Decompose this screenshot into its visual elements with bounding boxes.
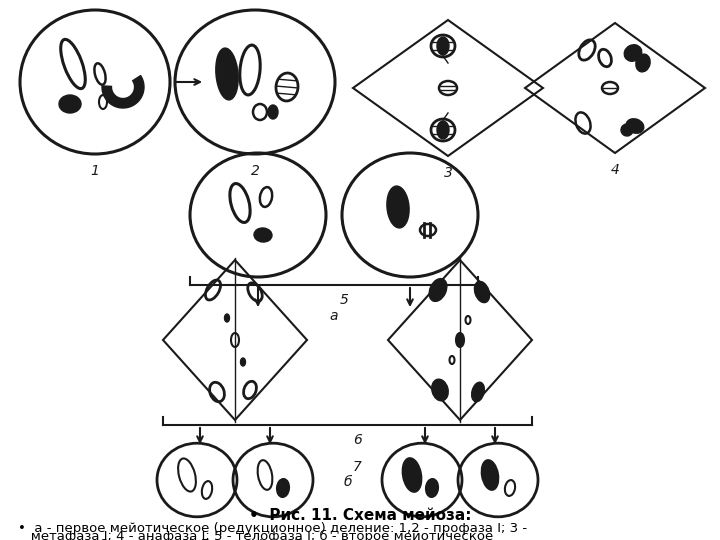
Text: метафаза I; 4 - анафаза I; 5 - телофаза I; б - второе мейотическое: метафаза I; 4 - анафаза I; 5 - телофаза … (18, 530, 493, 540)
Ellipse shape (626, 119, 644, 133)
Ellipse shape (636, 54, 650, 72)
Ellipse shape (437, 37, 449, 55)
Ellipse shape (268, 105, 278, 119)
Text: 6: 6 (353, 433, 362, 447)
Text: •  а - первое мейотическое (редукционное) деление: 1,2 - профаза I; 3 -: • а - первое мейотическое (редукционное)… (18, 522, 527, 535)
Ellipse shape (59, 95, 81, 113)
Ellipse shape (387, 186, 409, 228)
Text: 5: 5 (340, 293, 348, 307)
Text: 4: 4 (611, 163, 619, 177)
Ellipse shape (482, 460, 498, 490)
Ellipse shape (456, 333, 464, 347)
Text: •  Рис. 11. Схема мейоза:: • Рис. 11. Схема мейоза: (248, 508, 472, 523)
Ellipse shape (472, 382, 485, 402)
Text: 3: 3 (444, 166, 452, 180)
Text: 2: 2 (251, 164, 259, 178)
Ellipse shape (240, 358, 246, 366)
Text: а: а (330, 309, 338, 323)
Ellipse shape (225, 314, 230, 322)
Ellipse shape (426, 479, 438, 497)
Ellipse shape (277, 479, 289, 497)
Polygon shape (102, 76, 144, 108)
Ellipse shape (402, 458, 421, 492)
Ellipse shape (624, 45, 642, 61)
Ellipse shape (474, 281, 490, 302)
Ellipse shape (254, 228, 272, 242)
Text: 1: 1 (91, 164, 99, 178)
Ellipse shape (437, 121, 449, 139)
Ellipse shape (216, 48, 238, 100)
Ellipse shape (432, 379, 449, 401)
Ellipse shape (429, 279, 447, 301)
Ellipse shape (621, 124, 633, 136)
Text: 7: 7 (353, 460, 362, 474)
Text: деление: 6 - анафаза II; 7 - телофаза II: деление: 6 - анафаза II; 7 - телофаза II (18, 538, 302, 540)
Text: б: б (343, 475, 352, 489)
